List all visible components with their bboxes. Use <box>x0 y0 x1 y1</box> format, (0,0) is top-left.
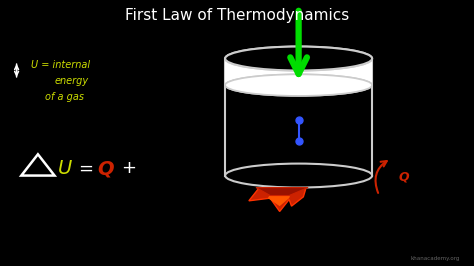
Ellipse shape <box>225 74 372 96</box>
Polygon shape <box>249 189 306 211</box>
Ellipse shape <box>225 47 372 70</box>
Text: U = internal: U = internal <box>31 60 90 70</box>
Ellipse shape <box>225 47 372 70</box>
Ellipse shape <box>225 74 372 96</box>
Polygon shape <box>225 59 372 85</box>
Text: First Law of Thermodynamics: First Law of Thermodynamics <box>125 9 349 23</box>
Text: khanacademy.org: khanacademy.org <box>410 256 460 261</box>
Polygon shape <box>268 190 292 206</box>
Text: of a gas: of a gas <box>45 92 84 102</box>
Polygon shape <box>256 188 308 196</box>
Text: Q: Q <box>97 160 114 179</box>
Text: =: = <box>78 159 93 177</box>
Text: +: + <box>121 159 136 177</box>
Text: energy: energy <box>55 76 89 86</box>
Ellipse shape <box>225 164 372 188</box>
Text: Q: Q <box>398 171 409 184</box>
Text: U: U <box>58 159 72 178</box>
